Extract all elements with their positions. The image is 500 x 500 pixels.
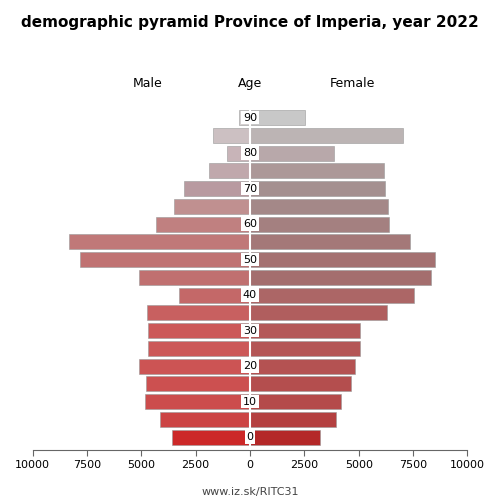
Bar — [250, 412, 336, 427]
Text: Age: Age — [238, 76, 262, 90]
Bar — [139, 358, 250, 374]
Text: www.iz.sk/RITC31: www.iz.sk/RITC31 — [201, 488, 299, 498]
Text: 0: 0 — [246, 432, 254, 442]
Bar — [156, 216, 250, 232]
Bar — [174, 199, 250, 214]
Bar — [213, 128, 250, 143]
Bar — [144, 394, 250, 409]
Bar — [250, 181, 385, 196]
Bar — [238, 110, 250, 125]
Bar — [250, 323, 360, 338]
Bar — [250, 110, 306, 125]
Bar — [139, 270, 250, 285]
Bar — [250, 376, 351, 392]
Bar — [250, 199, 388, 214]
Text: Male: Male — [133, 76, 162, 90]
Text: 90: 90 — [243, 112, 257, 122]
Bar — [148, 323, 250, 338]
Bar — [250, 306, 387, 320]
Bar — [80, 252, 250, 267]
Bar — [184, 181, 250, 196]
Bar — [250, 358, 356, 374]
Bar — [250, 252, 435, 267]
Text: demographic pyramid Province of Imperia, year 2022: demographic pyramid Province of Imperia,… — [21, 15, 479, 30]
Text: 10: 10 — [243, 396, 257, 406]
Text: 70: 70 — [243, 184, 257, 194]
Bar — [250, 128, 404, 143]
Bar — [250, 164, 384, 178]
Text: 40: 40 — [243, 290, 257, 300]
Text: 50: 50 — [243, 254, 257, 264]
Bar — [146, 376, 250, 392]
Bar — [227, 146, 250, 160]
Bar — [146, 306, 250, 320]
Text: 30: 30 — [243, 326, 257, 336]
Bar — [250, 146, 334, 160]
Bar — [148, 341, 250, 356]
Bar — [250, 288, 414, 302]
Bar — [250, 341, 360, 356]
Text: 60: 60 — [243, 219, 257, 229]
Bar — [208, 164, 250, 178]
Bar — [180, 288, 250, 302]
Bar — [160, 412, 250, 427]
Bar — [250, 270, 430, 285]
Bar — [250, 394, 342, 409]
Text: Female: Female — [330, 76, 375, 90]
Text: 80: 80 — [243, 148, 257, 158]
Bar — [172, 430, 250, 444]
Bar — [250, 234, 410, 250]
Bar — [70, 234, 250, 250]
Text: 20: 20 — [243, 361, 257, 371]
Bar — [250, 216, 389, 232]
Bar — [250, 430, 320, 444]
